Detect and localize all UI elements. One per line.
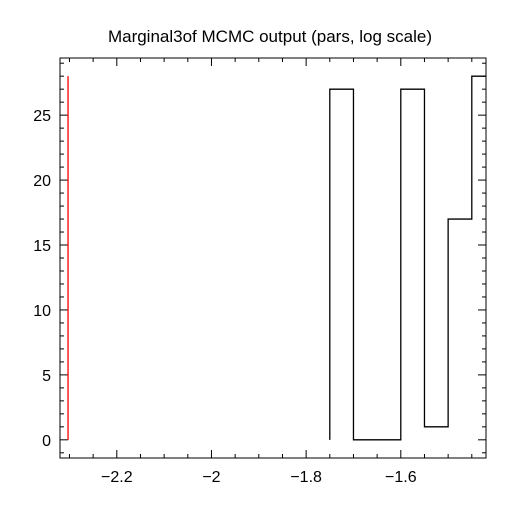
histogram-bin xyxy=(330,89,354,440)
y-tick-label: 10 xyxy=(33,303,51,320)
x-tick-label: −2.2 xyxy=(101,469,133,486)
chart-title: Marginal3of MCMC output (pars, log scale… xyxy=(108,27,432,46)
plot-frame xyxy=(59,57,487,459)
tick-labels: 0 5 10 15 20 25 −2.2 −2 −1.8 −1.6 xyxy=(33,108,416,486)
x-tick-label: −2 xyxy=(202,469,220,486)
y-tick-label: 25 xyxy=(33,108,51,125)
series-layer xyxy=(67,75,486,441)
histogram-bin xyxy=(424,427,448,440)
axis-ticks xyxy=(60,58,486,458)
histogram-outline xyxy=(329,75,486,441)
histogram-bin xyxy=(401,89,425,440)
x-tick-label: −1.6 xyxy=(385,469,417,486)
x-tick-label: −1.8 xyxy=(290,469,322,486)
y-tick-label: 5 xyxy=(42,368,51,385)
y-tick-label: 20 xyxy=(33,173,51,190)
y-tick-label: 15 xyxy=(33,238,51,255)
histogram-bin xyxy=(448,219,472,440)
y-tick-label: 0 xyxy=(42,433,51,450)
